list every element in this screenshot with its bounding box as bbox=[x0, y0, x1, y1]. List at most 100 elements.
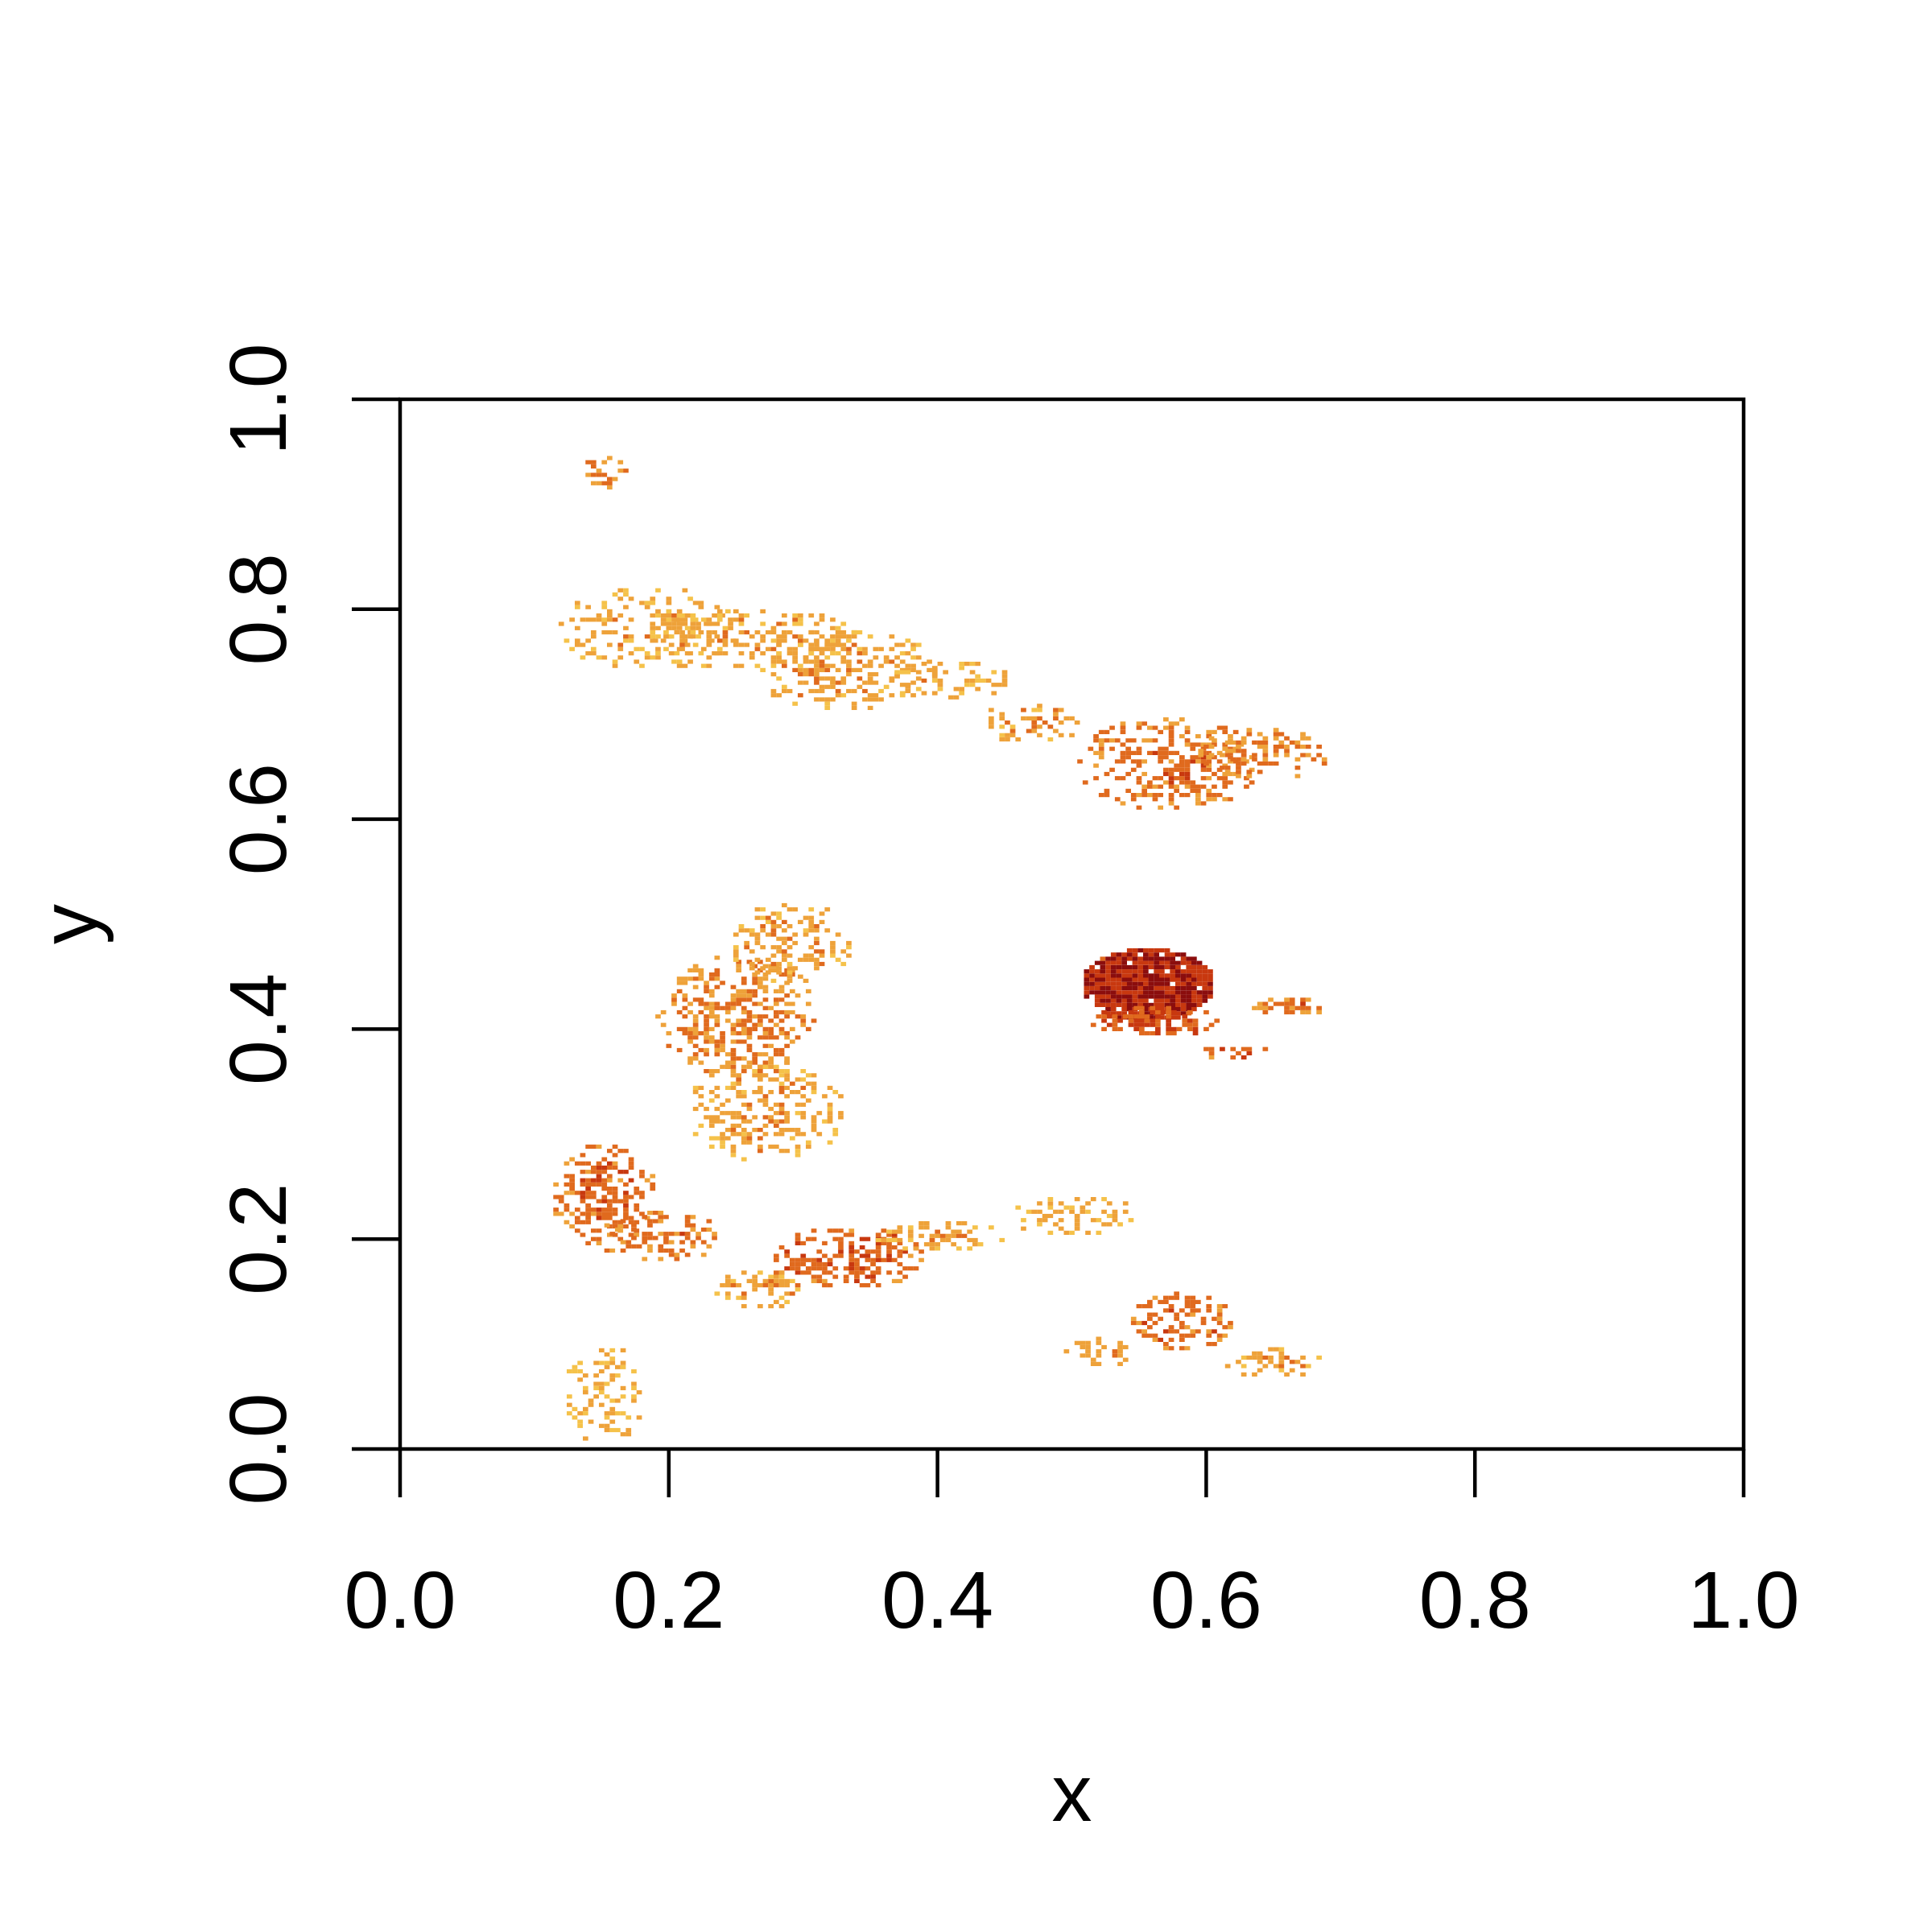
heatmap-cell bbox=[698, 1123, 704, 1128]
heatmap-cell bbox=[722, 638, 729, 643]
heatmap-cell bbox=[591, 464, 597, 469]
heatmap-cell bbox=[798, 919, 803, 924]
heatmap-cell bbox=[999, 712, 1005, 716]
heatmap-cell bbox=[1179, 1325, 1185, 1330]
heatmap-cell bbox=[915, 655, 922, 660]
heatmap-cell bbox=[762, 1043, 769, 1048]
heatmap-cell bbox=[1141, 771, 1147, 777]
heatmap-cell bbox=[1179, 759, 1185, 764]
heatmap-cell bbox=[1058, 1201, 1064, 1206]
heatmap-cell bbox=[819, 634, 825, 639]
heatmap-cell bbox=[591, 1165, 597, 1170]
heatmap-cell bbox=[631, 1385, 637, 1390]
heatmap-cell bbox=[1284, 1005, 1290, 1010]
heatmap-cell bbox=[774, 1253, 779, 1258]
heatmap-cell bbox=[760, 966, 766, 971]
heatmap-cell bbox=[875, 1266, 881, 1271]
heatmap-cell bbox=[1139, 1026, 1145, 1031]
heatmap-cell bbox=[577, 1411, 583, 1416]
heatmap-cell bbox=[907, 1233, 914, 1238]
heatmap-cell bbox=[910, 680, 916, 685]
heatmap-cell bbox=[1116, 1002, 1122, 1007]
heatmap-cell bbox=[956, 1233, 962, 1238]
heatmap-cell bbox=[660, 613, 667, 618]
heatmap-cell bbox=[1137, 960, 1143, 965]
heatmap-cell bbox=[1090, 1218, 1096, 1223]
heatmap-cell bbox=[1096, 1014, 1102, 1019]
heatmap-cell bbox=[1202, 973, 1208, 978]
heatmap-cell bbox=[666, 625, 672, 630]
heatmap-cell bbox=[588, 1402, 594, 1407]
heatmap-cell bbox=[1152, 793, 1158, 798]
heatmap-cell bbox=[1206, 729, 1212, 734]
heatmap-cell bbox=[848, 1245, 855, 1250]
heatmap-cell bbox=[708, 1144, 715, 1149]
heatmap-cell bbox=[1126, 981, 1133, 986]
heatmap-cell bbox=[712, 613, 717, 618]
heatmap-cell bbox=[907, 1266, 914, 1271]
heatmap-cell bbox=[564, 1174, 570, 1179]
heatmap-cell bbox=[758, 1128, 763, 1133]
heatmap-cell bbox=[674, 1257, 680, 1261]
heatmap-cell bbox=[1180, 990, 1187, 995]
heatmap-region-19 bbox=[1015, 1197, 1134, 1235]
heatmap-cell bbox=[786, 953, 793, 958]
heatmap-cell bbox=[1190, 780, 1196, 785]
heatmap-cell bbox=[778, 1128, 785, 1133]
heatmap-cell bbox=[1179, 734, 1185, 739]
heatmap-cell bbox=[1154, 960, 1159, 965]
heatmap-cell bbox=[714, 1106, 720, 1112]
heatmap-cell bbox=[758, 1069, 763, 1074]
heatmap-cell bbox=[1257, 1355, 1263, 1360]
heatmap-cell bbox=[857, 646, 863, 651]
heatmap-cell bbox=[1262, 1364, 1269, 1368]
heatmap-cell bbox=[784, 1299, 790, 1304]
heatmap-cell bbox=[1139, 1018, 1145, 1023]
heatmap-cell bbox=[1042, 1218, 1048, 1223]
heatmap-cell bbox=[1168, 1308, 1174, 1313]
heatmap-cell bbox=[1246, 1046, 1253, 1051]
heatmap-cell bbox=[1186, 981, 1192, 986]
heatmap-cell bbox=[758, 1035, 763, 1040]
heatmap-cell bbox=[585, 1241, 591, 1245]
heatmap-cell bbox=[830, 945, 836, 950]
heatmap-cell bbox=[961, 1233, 968, 1238]
heatmap-cell bbox=[676, 1047, 683, 1053]
heatmap-cell bbox=[1311, 757, 1317, 762]
heatmap-cell bbox=[875, 1237, 881, 1243]
heatmap-cell bbox=[1093, 734, 1099, 739]
heatmap-cell bbox=[935, 1246, 940, 1251]
heatmap-cell bbox=[776, 651, 782, 656]
heatmap-cell bbox=[599, 1385, 605, 1390]
heatmap-cell bbox=[1150, 1031, 1155, 1036]
heatmap-cell bbox=[1175, 1002, 1181, 1007]
heatmap-cell bbox=[1021, 1218, 1026, 1223]
heatmap-cell bbox=[1284, 736, 1290, 741]
heatmap-cell bbox=[741, 1039, 747, 1044]
heatmap-cell bbox=[902, 1274, 908, 1279]
heatmap-cell bbox=[1037, 733, 1042, 737]
heatmap-cell bbox=[733, 957, 739, 962]
heatmap-cell bbox=[782, 659, 787, 664]
heatmap-cell bbox=[1080, 1205, 1086, 1210]
heatmap-cell bbox=[1305, 1364, 1311, 1368]
heatmap-cell bbox=[631, 1381, 637, 1386]
heatmap-cell bbox=[650, 613, 656, 618]
heatmap-cell bbox=[867, 697, 873, 702]
heatmap-cell bbox=[830, 646, 836, 651]
heatmap-cell bbox=[1216, 1304, 1223, 1309]
heatmap-cell bbox=[1289, 1009, 1295, 1015]
heatmap-cell bbox=[620, 1348, 626, 1352]
heatmap-cell bbox=[692, 1090, 699, 1095]
heatmap-cell bbox=[730, 1047, 737, 1053]
heatmap-cell bbox=[609, 1348, 616, 1352]
heatmap-cell bbox=[1126, 956, 1133, 961]
heatmap-cell bbox=[776, 970, 782, 975]
heatmap-cell bbox=[1170, 990, 1175, 995]
heatmap-cell bbox=[1117, 1353, 1123, 1358]
heatmap-cell bbox=[682, 1031, 688, 1036]
heatmap-cell bbox=[1184, 763, 1191, 768]
heatmap-cell bbox=[706, 621, 712, 626]
heatmap-cell bbox=[969, 683, 976, 687]
heatmap-cell bbox=[1244, 784, 1249, 789]
